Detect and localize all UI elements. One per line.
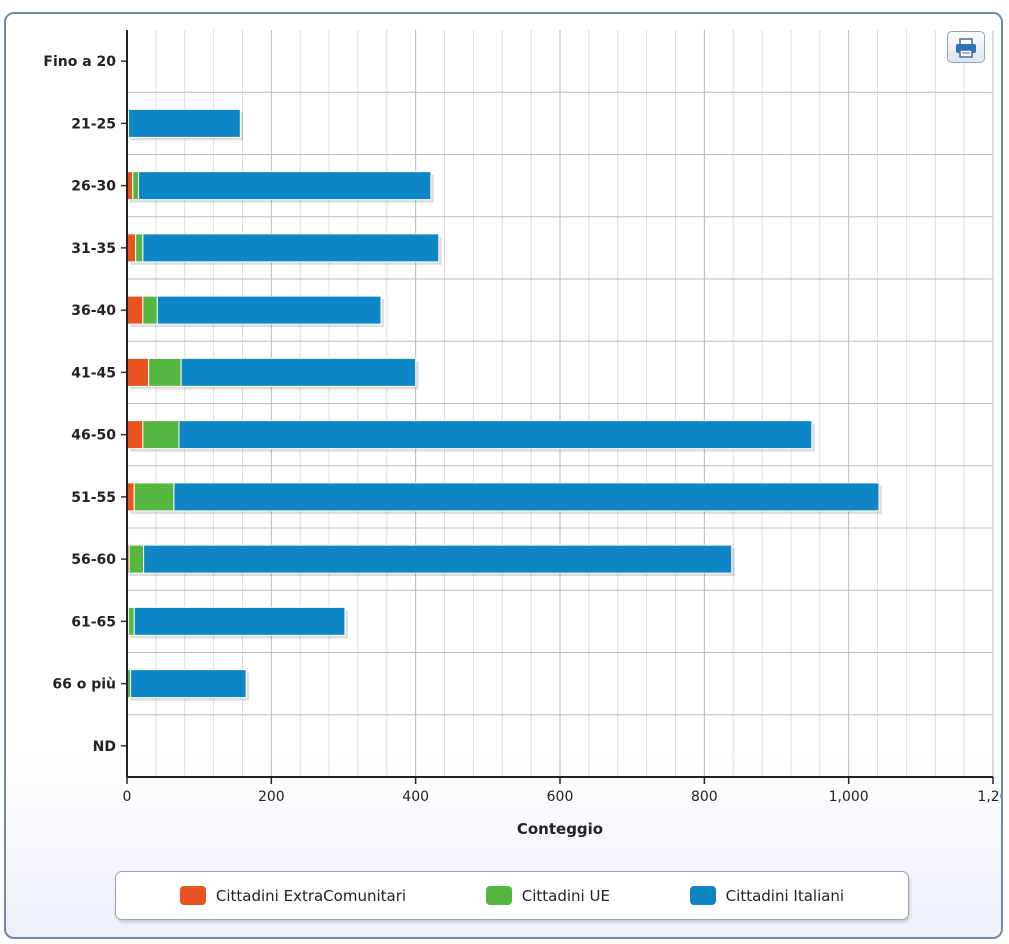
bar-2-10 [130,669,247,699]
bar-1-7 [133,482,175,512]
y-tick-label: 46-50 [71,428,116,444]
x-tick-label: 800 [691,789,718,805]
bar-2-5 [180,357,417,387]
bar-2-3 [142,233,440,263]
x-tick-label: 1,000 [829,789,869,805]
y-tick-label: 41-45 [71,365,116,381]
x-tick-label: 400 [402,789,429,805]
bar-2-8 [143,544,733,574]
x-tick-label: 200 [258,789,285,805]
bar-1-5 [148,357,182,387]
bar-0-5 [126,357,150,387]
legend-label-ue: Cittadini UE [521,886,610,905]
legend-swatch-ue [485,886,512,905]
bar-2-7 [173,482,880,512]
y-tick-label: 61-65 [71,614,116,630]
bar-1-2 [132,171,140,201]
bar-1-6 [142,420,180,450]
bar-1-8 [128,544,145,574]
y-tick-label: ND [93,739,116,755]
y-tick-label: 21-25 [71,116,116,132]
y-tick-label: 31-35 [71,241,116,257]
x-tick-label: 600 [547,789,574,805]
bar-0-7 [126,482,135,512]
bar-2-2 [138,171,432,201]
bar-2-6 [178,420,813,450]
x-axis-title: Conteggio [517,820,603,838]
y-tick-label: 56-60 [71,552,116,568]
x-tick-label: 1,20 [977,789,1001,805]
y-tick-label: Fino a 20 [43,54,116,70]
bar-0-3 [126,233,137,263]
legend-item-extracomunitari[interactable]: Cittadini ExtraComunitari [179,886,407,905]
chart-frame: Fino a 20 21-25 26-30 31-35 36-40 41-45 46-50 5… [4,12,1003,939]
legend-item-italiani[interactable]: Cittadini Italiani [689,886,845,905]
y-tick-label: 36-40 [71,303,116,319]
bar-2-9 [133,606,346,636]
y-tick-label: 66 o più [52,677,116,693]
bar-1-9 [127,606,135,636]
bar-1-3 [135,233,144,263]
bar-chart: Fino a 20 21-25 26-30 31-35 36-40 41-45 46-50 5… [43,30,1001,838]
bar-0-6 [126,420,144,450]
bar-1-4 [142,295,158,325]
legend-label-extracomunitari: Cittadini ExtraComunitari [215,886,407,905]
x-tick-label: 0 [123,789,132,805]
bar-2-1 [127,108,241,138]
bar-2-4 [156,295,382,325]
chart-legend: Cittadini ExtraComunitari Cittadini UE C… [115,871,909,920]
print-button[interactable] [947,31,985,63]
bar-0-4 [126,295,144,325]
legend-swatch-italiani [689,886,716,905]
legend-label-italiani: Cittadini Italiani [725,886,845,905]
y-tick-label: 26-30 [71,179,116,195]
legend-item-ue[interactable]: Cittadini UE [485,886,610,905]
legend-swatch-extracomunitari [179,886,206,905]
printer-icon [956,38,976,58]
y-tick-label: 51-55 [71,490,116,506]
